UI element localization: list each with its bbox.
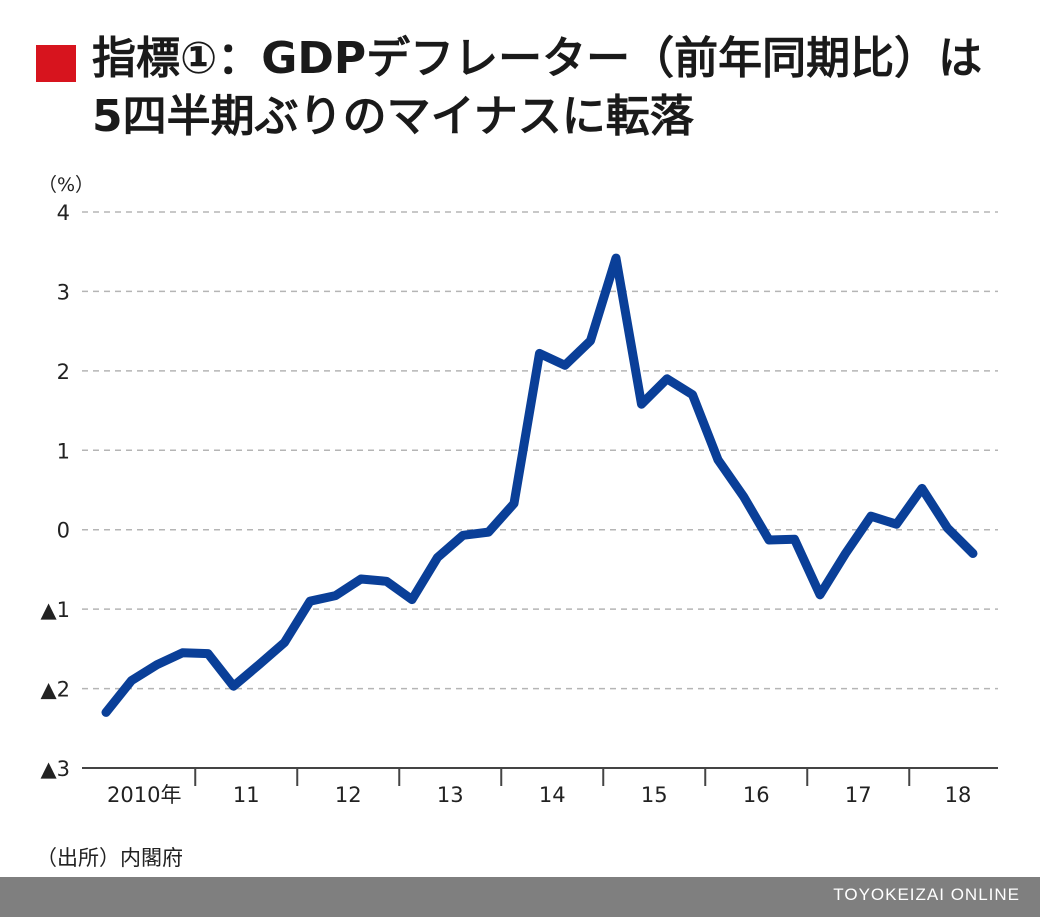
- y-tick-label: 2: [57, 360, 70, 384]
- x-tick-label: 14: [539, 783, 566, 807]
- y-tick-label: 4: [57, 201, 70, 225]
- x-tick-label: 12: [335, 783, 362, 807]
- page-title: 指標①：GDPデフレーター（前年同期比）は 5四半期ぶりのマイナスに転落: [92, 30, 1022, 146]
- y-tick-label: 0: [57, 519, 70, 543]
- x-tick-label: 13: [437, 783, 464, 807]
- title-line-1: 指標①：GDPデフレーター（前年同期比）は: [92, 33, 983, 84]
- x-tick-label: 17: [845, 783, 872, 807]
- series-line-gdp-deflator: [101, 253, 978, 717]
- y-tick-label: ▲2: [40, 678, 70, 702]
- x-tick-label: 15: [641, 783, 668, 807]
- x-tick-label: 11: [233, 783, 260, 807]
- footer-brand: TOYOKEIZAI ONLINE: [833, 885, 1020, 904]
- y-tick-label: ▲3: [40, 757, 70, 781]
- source-note: （出所）内閣府: [36, 846, 183, 870]
- y-tick-label: 3: [57, 280, 70, 304]
- y-tick-label: ▲1: [40, 598, 70, 622]
- x-tick-label: 16: [743, 783, 770, 807]
- y-tick-label: 1: [57, 439, 70, 463]
- x-tick-label: 2010年: [107, 783, 181, 807]
- y-axis-unit-label: （%）: [38, 174, 95, 196]
- title-marker: [36, 45, 76, 82]
- footer-bar: TOYOKEIZAI ONLINE: [0, 877, 1040, 917]
- title-line-2: 5四半期ぶりのマイナスに転落: [92, 91, 694, 142]
- x-tick-label: 18: [945, 783, 972, 807]
